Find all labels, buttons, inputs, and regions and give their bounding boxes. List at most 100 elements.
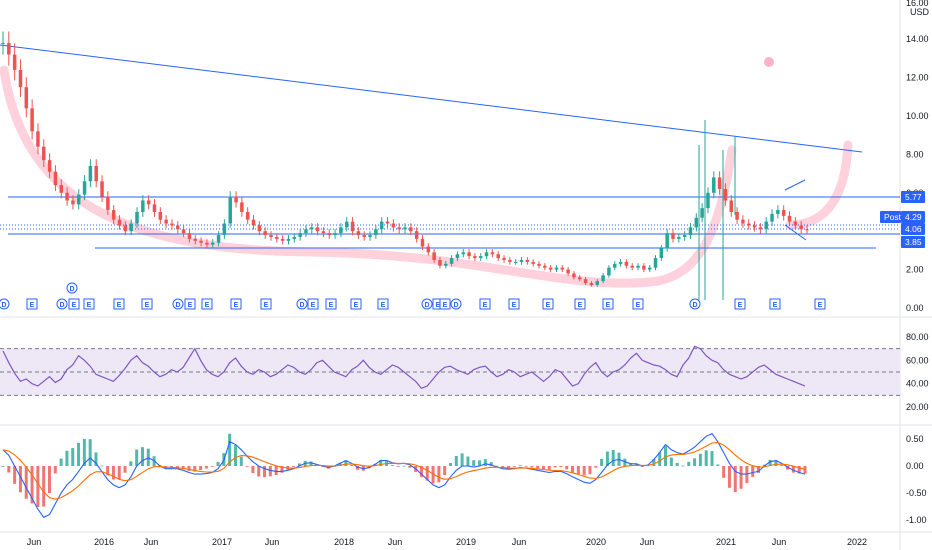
macd-pane[interactable] [0, 434, 932, 532]
candle[interactable] [456, 254, 459, 258]
candle[interactable] [48, 160, 51, 172]
candle[interactable] [607, 268, 610, 276]
candle[interactable] [508, 260, 511, 262]
earnings-marker[interactable]: E [815, 299, 825, 309]
earnings-marker[interactable]: E [735, 299, 745, 309]
candle[interactable] [526, 260, 529, 262]
candle[interactable] [211, 243, 214, 245]
candle[interactable] [258, 225, 261, 231]
candle[interactable] [427, 247, 430, 253]
candle[interactable] [397, 227, 400, 229]
earnings-marker[interactable]: E [351, 299, 361, 309]
candle[interactable] [357, 231, 360, 235]
candle[interactable] [339, 227, 342, 233]
dividend-marker[interactable]: D [173, 299, 183, 309]
candle[interactable] [304, 229, 307, 233]
dividend-marker[interactable]: D [422, 299, 432, 309]
candle[interactable] [112, 210, 115, 220]
candle[interactable] [199, 241, 202, 243]
candle[interactable] [491, 252, 494, 254]
candle[interactable] [362, 235, 365, 237]
earnings-marker[interactable]: E [770, 299, 780, 309]
earnings-marker[interactable]: E [633, 299, 643, 309]
candle[interactable] [543, 266, 546, 268]
candle[interactable] [596, 281, 599, 285]
earnings-marker[interactable]: E [69, 299, 79, 309]
candle[interactable] [223, 224, 226, 236]
candle[interactable] [706, 193, 709, 208]
candle[interactable] [345, 222, 348, 228]
candle[interactable] [42, 147, 45, 160]
candle[interactable] [485, 252, 488, 256]
candle[interactable] [368, 235, 371, 237]
candle[interactable] [147, 200, 150, 204]
earnings-marker[interactable]: E [308, 299, 318, 309]
candle[interactable] [462, 252, 465, 254]
candle[interactable] [450, 258, 453, 264]
candle[interactable] [298, 233, 301, 237]
candle[interactable] [83, 181, 86, 194]
candle[interactable] [228, 197, 231, 224]
candle[interactable] [234, 197, 237, 203]
candle[interactable] [496, 254, 499, 258]
candle[interactable] [205, 243, 208, 245]
candle[interactable] [531, 262, 534, 264]
candle[interactable] [71, 200, 74, 204]
candle[interactable] [555, 268, 558, 270]
candle[interactable] [665, 233, 668, 248]
candle[interactable] [392, 224, 395, 228]
channel-line[interactable] [785, 180, 805, 190]
earnings-marker[interactable]: E [543, 299, 553, 309]
candle[interactable] [671, 233, 674, 239]
candle[interactable] [129, 224, 132, 232]
candle[interactable] [683, 235, 686, 237]
candle[interactable] [36, 131, 39, 146]
candle[interactable] [287, 239, 290, 241]
candle[interactable] [776, 210, 779, 214]
candle[interactable] [747, 224, 750, 226]
candle[interactable] [124, 225, 127, 231]
candle[interactable] [601, 275, 604, 281]
candle[interactable] [65, 193, 68, 201]
earnings-marker[interactable]: E [185, 299, 195, 309]
candle[interactable] [625, 262, 628, 266]
dividend-marker[interactable]: D [297, 299, 307, 309]
earnings-marker[interactable]: E [603, 299, 613, 309]
candle[interactable] [240, 202, 243, 212]
candle[interactable] [520, 260, 523, 262]
candle[interactable] [770, 214, 773, 222]
candle[interactable] [164, 220, 167, 224]
candle[interactable] [159, 212, 162, 220]
earnings-marker[interactable]: E [202, 299, 212, 309]
signal-line[interactable] [3, 443, 805, 500]
candle[interactable] [741, 220, 744, 224]
candle[interactable] [89, 166, 92, 181]
candle[interactable] [380, 222, 383, 230]
candle[interactable] [432, 252, 435, 260]
candle[interactable] [322, 231, 325, 233]
candle[interactable] [386, 222, 389, 224]
candle[interactable] [724, 189, 727, 201]
earnings-marker[interactable]: E [378, 299, 388, 309]
candle[interactable] [730, 200, 733, 212]
candle[interactable] [281, 239, 284, 241]
candle[interactable] [479, 256, 482, 258]
candle[interactable] [805, 229, 808, 230]
candle[interactable] [438, 260, 441, 266]
candle[interactable] [19, 70, 22, 87]
candle[interactable] [310, 227, 313, 229]
candle[interactable] [135, 212, 138, 224]
candle[interactable] [735, 212, 738, 220]
dividend-marker[interactable]: D [57, 299, 67, 309]
candle[interactable] [351, 222, 354, 232]
candle[interactable] [660, 248, 663, 258]
earnings-marker[interactable]: E [440, 299, 450, 309]
earnings-marker[interactable]: E [261, 299, 271, 309]
candle[interactable] [578, 277, 581, 279]
candle[interactable] [246, 212, 249, 220]
candle[interactable] [194, 239, 197, 241]
candle[interactable] [473, 256, 476, 258]
candle[interactable] [77, 195, 80, 205]
candle[interactable] [712, 177, 715, 192]
